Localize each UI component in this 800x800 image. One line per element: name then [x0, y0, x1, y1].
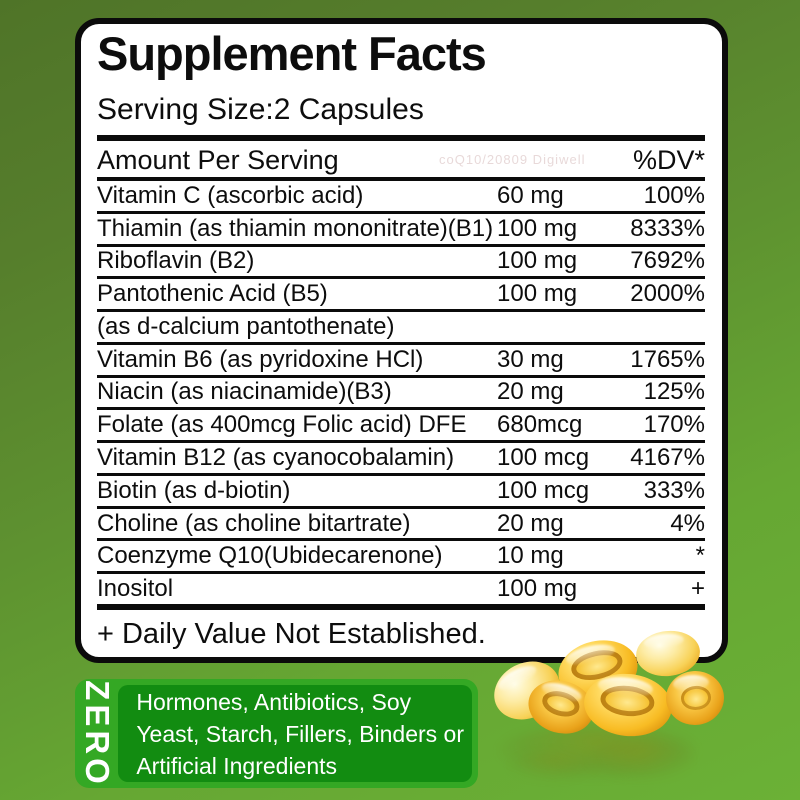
- nutrient-name: Thiamin (as thiamin mononitrate)(B1): [97, 214, 494, 242]
- nutrient-amount: 20 mg: [497, 378, 564, 406]
- amount-per-serving-label: Amount Per Serving: [97, 144, 339, 175]
- nutrient-dv: 4%: [670, 509, 705, 537]
- nutrient-name: Coenzyme Q10(Ubidecarenone): [97, 542, 443, 570]
- nutrient-dv: 333%: [643, 476, 705, 504]
- watermark-text: coQ10/20809 Digiwell: [439, 152, 586, 167]
- zero-claims-line: Artificial Ingredients: [136, 752, 338, 779]
- table-row: Thiamin (as thiamin mononitrate)(B1) 100…: [97, 214, 705, 247]
- nutrient-name: Vitamin C (ascorbic acid): [97, 181, 364, 209]
- nutrient-name: Folate (as 400mcg Folic acid) DFE: [97, 411, 467, 439]
- nutrient-name: (as d-calcium pantothenate): [97, 312, 395, 340]
- nutrient-amount: 20 mg: [497, 509, 564, 537]
- nutrient-name: Pantothenic Acid (B5): [97, 280, 328, 308]
- zero-claims-line: Hormones, Antibiotics, Soy: [136, 688, 412, 715]
- table-row: Biotin (as d-biotin) 100 mcg 333%: [97, 476, 705, 509]
- table-row: Vitamin B6 (as pyridoxine HCl) 30 mg 176…: [97, 345, 705, 378]
- nutrient-dv: 170%: [643, 411, 705, 439]
- nutrient-amount: 100 mg: [497, 247, 578, 275]
- capsule-reflection: [508, 752, 598, 780]
- nutrient-amount: 100 mg: [497, 214, 578, 242]
- divider-header: [97, 177, 705, 181]
- table-row: (as d-calcium pantothenate): [97, 312, 705, 345]
- table-row: Coenzyme Q10(Ubidecarenone) 10 mg *: [97, 541, 705, 575]
- table-row: Vitamin C (ascorbic acid) 60 mg 100%: [97, 181, 705, 214]
- nutrient-name: Vitamin B6 (as pyridoxine HCl): [97, 345, 424, 373]
- panel-title: Supplement Facts: [97, 27, 487, 80]
- nutrient-dv: 4167%: [630, 444, 705, 471]
- table-row: Riboflavin (B2) 100 mg 7692%: [97, 247, 705, 280]
- nutrient-dv: 100%: [643, 181, 705, 209]
- zero-badge: ZERO Hormones, Antibiotics, Soy Yeast, S…: [75, 679, 478, 788]
- table-row: Pantothenic Acid (B5) 100 mg 2000%: [97, 279, 705, 313]
- nutrient-amount: 100 mg: [497, 575, 578, 603]
- nutrient-amount: 100 mg: [497, 280, 578, 308]
- capsule-reflection: [498, 726, 698, 778]
- zero-vertical-label: ZERO: [78, 679, 116, 788]
- nutrient-dv: 2000%: [630, 280, 705, 308]
- softgel-capsule: [664, 669, 726, 727]
- nutrient-amount: 60 mg: [497, 181, 564, 209]
- nutrient-dv: *: [695, 542, 705, 570]
- zero-claims-line: Yeast, Starch, Fillers, Binders or: [136, 720, 464, 747]
- nutrient-dv: 8333%: [630, 214, 705, 242]
- table-row: Inositol 100 mg +: [97, 574, 705, 604]
- nutrient-name: Biotin (as d-biotin): [97, 476, 291, 504]
- nutrient-name: Niacin (as niacinamide)(B3): [97, 378, 392, 406]
- nutrient-table: Vitamin C (ascorbic acid) 60 mg 100% Thi…: [97, 181, 705, 604]
- nutrient-dv: 1765%: [630, 345, 705, 373]
- divider-thick-bottom: [97, 604, 705, 610]
- divider-thick-top: [97, 135, 705, 141]
- table-row: Choline (as choline bitartrate) 20 mg 4%: [97, 509, 705, 542]
- dv-column-label: %DV*: [632, 144, 705, 175]
- table-row: Niacin (as niacinamide)(B3) 20 mg 125%: [97, 378, 705, 411]
- capsule-reflection: [585, 740, 695, 780]
- nutrient-name: Inositol: [97, 575, 174, 603]
- nutrient-amount: 30 mg: [497, 345, 564, 373]
- nutrient-amount: 10 mg: [497, 542, 564, 570]
- nutrient-amount: 100 mcg: [497, 444, 590, 471]
- table-row: Vitamin B12 (as cyanocobalamin) 100 mcg …: [97, 443, 705, 476]
- nutrient-name: Choline (as choline bitartrate): [97, 509, 411, 537]
- serving-size-text: Serving Size:2 Capsules: [97, 93, 424, 126]
- nutrient-amount: 100 mcg: [497, 476, 590, 504]
- nutrient-dv: +: [690, 575, 705, 603]
- nutrient-dv: 7692%: [630, 247, 705, 275]
- table-row: Folate (as 400mcg Folic acid) DFE 680mcg…: [97, 410, 705, 444]
- daily-value-footnote: + Daily Value Not Established.: [97, 618, 486, 650]
- zero-claims-panel: Hormones, Antibiotics, Soy Yeast, Starch…: [118, 685, 472, 782]
- supplement-facts-panel: Supplement Facts Serving Size:2 Capsules…: [75, 18, 728, 663]
- nutrient-dv: 125%: [643, 378, 705, 406]
- table-header: Amount Per Serving coQ10/20809 Digiwell …: [97, 144, 705, 175]
- nutrient-name: Vitamin B12 (as cyanocobalamin): [97, 444, 455, 471]
- nutrient-amount: 680mcg: [497, 411, 583, 439]
- nutrient-name: Riboflavin (B2): [97, 247, 255, 275]
